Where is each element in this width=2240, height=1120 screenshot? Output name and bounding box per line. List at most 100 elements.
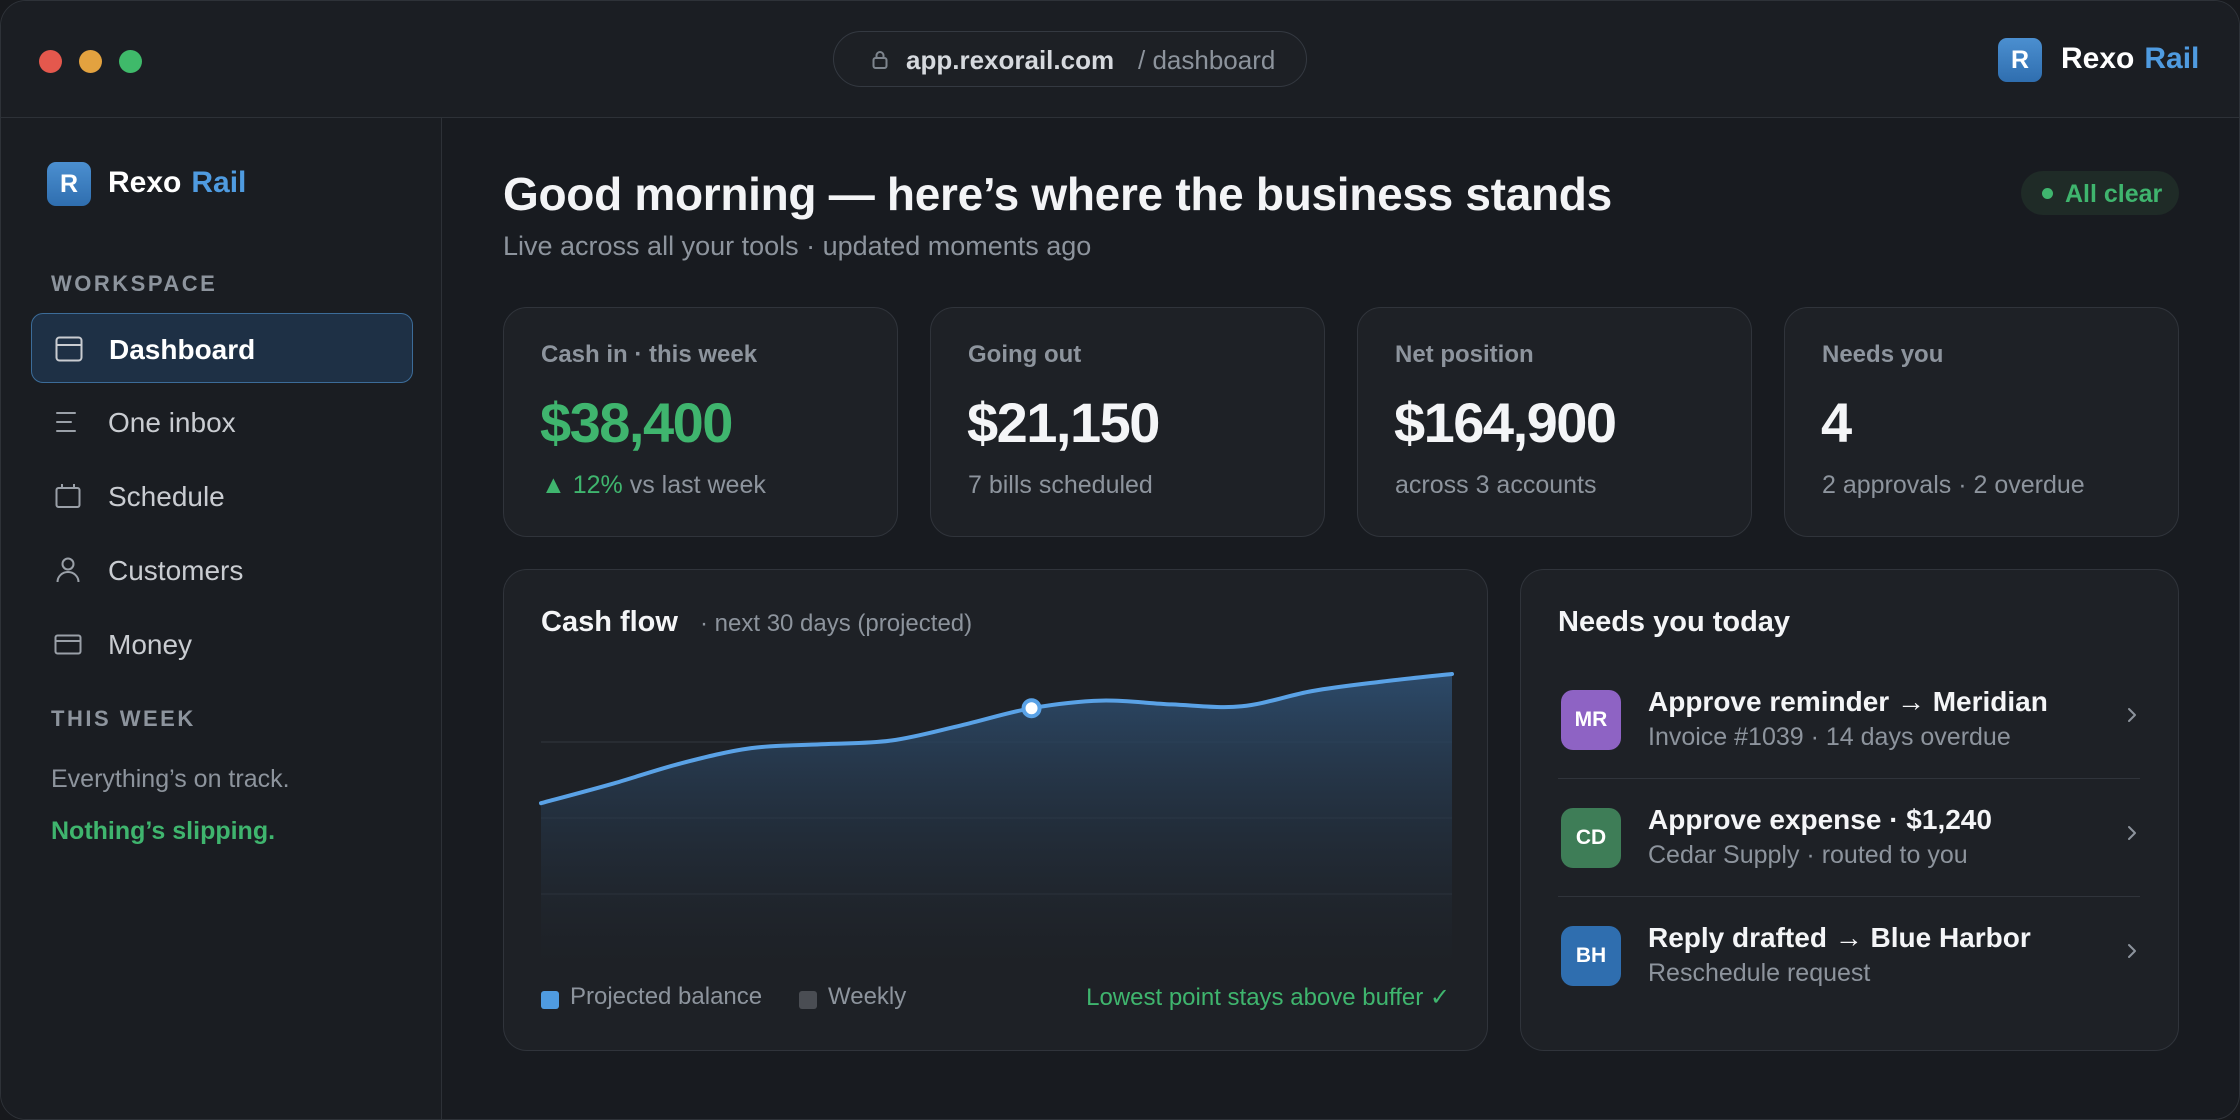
kpi-card-needs-you[interactable]: Needs you 4 2 approvals · 2 overdue <box>1784 307 2179 537</box>
chart-data-point <box>538 800 544 806</box>
section-label-this-week: THIS WEEK <box>51 706 196 731</box>
close-window-button[interactable] <box>39 50 62 73</box>
week-highlight-text: Nothing’s slipping. <box>51 817 276 845</box>
kpi-footnote: across 3 accounts <box>1395 471 1597 499</box>
maximize-window-button[interactable] <box>119 50 142 73</box>
kpi-card-going-out[interactable]: Going out $21,150 7 bills scheduled <box>930 307 1325 537</box>
chart-highlight-point <box>1021 698 1042 719</box>
task-title: Approve reminder → Meridian <box>1648 686 2048 717</box>
kpi-label: Needs you <box>1822 341 1944 368</box>
wallet-icon <box>54 634 82 655</box>
calendar-icon <box>55 484 81 508</box>
sidebar-item-inbox[interactable]: One inbox <box>31 387 413 457</box>
avatar: MR <box>1561 690 1621 750</box>
page-title: Good morning — here’s where the business… <box>503 168 1612 220</box>
task-title: Reply drafted → Blue Harbor <box>1648 922 2031 953</box>
sidebar-item-customers[interactable]: Customers <box>31 535 413 605</box>
kpi-label: Net position <box>1395 341 1534 368</box>
chart-data-point <box>1169 701 1175 707</box>
brand-logo: R <box>1998 38 2042 82</box>
address-bar[interactable]: app.rexorail.com / dashboard <box>833 31 1307 87</box>
brand-name-accent: Rail <box>191 166 247 199</box>
chart-data-point <box>1239 703 1245 709</box>
chart-data-point <box>748 745 754 751</box>
chevron-right-icon <box>2128 826 2136 840</box>
tasks-title: Needs you today <box>1558 606 1791 638</box>
chevron-right-icon <box>2128 944 2136 958</box>
kpi-value: 4 <box>1821 391 1852 454</box>
sidebar-item-label: One inbox <box>108 407 236 438</box>
brand-name-primary: Rexo <box>2061 42 2135 75</box>
sidebar-item-label: Customers <box>108 555 244 586</box>
brand-name: Rexo Rail <box>108 166 246 200</box>
user-icon <box>56 557 80 583</box>
chart-data-point <box>818 741 824 747</box>
brand-name-primary: Rexo <box>108 166 182 199</box>
task-subtitle: Invoice #1039 · 14 days overdue <box>1648 723 2011 751</box>
cashflow-card: Cash flow · next 30 days (projected) Pro… <box>503 569 1488 1051</box>
kpi-footnote: 2 approvals · 2 overdue <box>1822 471 2085 499</box>
chevron-right-icon <box>2128 708 2136 722</box>
avatar: CD <box>1561 808 1621 868</box>
task-subtitle: Reschedule request <box>1648 959 1871 987</box>
legend-swatch-weekly[interactable] <box>799 991 817 1009</box>
legend-label-weekly[interactable]: Weekly <box>828 983 907 1010</box>
trend-up-indicator: ▲ 12% <box>541 471 623 499</box>
chart-note: Lowest point stays above buffer ✓ <box>1086 984 1450 1011</box>
kpi-footnote: 7 bills scheduled <box>968 471 1153 499</box>
kpi-label: Going out <box>968 341 1082 368</box>
legend-label-projected: Projected balance <box>570 983 763 1010</box>
lock-icon <box>872 51 888 69</box>
needs-you-today-card: Needs you today MR Approve reminder → Me… <box>1520 569 2179 1051</box>
kpi-card-net-position[interactable]: Net position $164,900 across 3 accounts <box>1357 307 1752 537</box>
avatar: BH <box>1561 926 1621 986</box>
sidebar-item-label: Dashboard <box>109 334 256 365</box>
url-path: / dashboard <box>1138 45 1276 75</box>
task-title: Approve expense · $1,240 <box>1648 804 1992 835</box>
brand-name-accent: Rail <box>2144 42 2200 75</box>
kpi-label: Cash in · this week <box>541 341 758 368</box>
sidebar: R Rexo Rail WORKSPACE Dashboard One inbox <box>1 118 442 1119</box>
task-item-cedar-supply[interactable]: CD Approve expense · $1,240 Cedar Supply… <box>1558 778 2140 897</box>
task-subtitle: Cedar Supply · routed to you <box>1648 841 1968 869</box>
kpi-footnote-text: vs last week <box>629 471 766 499</box>
chart-data-point <box>1099 698 1105 704</box>
chart-data-point <box>1379 679 1385 685</box>
task-item-blue-harbor[interactable]: BH Reply drafted → Blue Harbor Reschedul… <box>1558 896 2140 1014</box>
brand-name: Rexo Rail <box>2061 42 2199 76</box>
kpi-value: $164,900 <box>1394 391 1617 454</box>
brand-logo: R <box>47 162 91 206</box>
chart-data-point <box>1309 688 1315 694</box>
section-label-workspace: WORKSPACE <box>51 271 218 296</box>
dashboard-icon <box>55 336 83 362</box>
chart-data-point <box>678 760 684 766</box>
status-text: All clear <box>2065 180 2163 208</box>
sidebar-item-schedule[interactable]: Schedule <box>31 461 413 531</box>
chart-series-line <box>539 672 1454 806</box>
cashflow-chart <box>538 671 1455 965</box>
legend-swatch-projected <box>541 991 559 1009</box>
chart-subtitle: · next 30 days (projected) <box>700 610 973 637</box>
minimize-window-button[interactable] <box>79 50 102 73</box>
kpi-value: $38,400 <box>540 391 733 454</box>
status-dot-icon <box>2042 188 2053 199</box>
week-status-text: Everything’s on track. <box>51 765 290 793</box>
status-badge: All clear <box>2021 171 2179 215</box>
chart-data-point <box>1449 671 1455 677</box>
sidebar-item-label: Money <box>108 629 193 660</box>
sidebar-item-label: Schedule <box>108 481 225 512</box>
page-subtitle: Live across all your tools · updated mom… <box>503 231 1092 261</box>
sidebar-item-dashboard[interactable]: Dashboard <box>31 313 413 383</box>
task-item-meridian[interactable]: MR Approve reminder → Meridian Invoice #… <box>1558 660 2140 779</box>
kpi-footnote: ▲ 12% vs last week <box>541 471 766 500</box>
title-bar: app.rexorail.com / dashboard R Rexo Rail <box>1 1 2239 118</box>
chart-data-point <box>958 722 964 728</box>
inbox-icon <box>56 412 76 432</box>
chart-title: Cash flow <box>541 606 678 638</box>
kpi-card-cash-in[interactable]: Cash in · this week $38,400 ▲ 12% vs las… <box>503 307 898 537</box>
url-host: app.rexorail.com <box>906 45 1115 75</box>
kpi-value: $21,150 <box>967 391 1160 454</box>
chart-data-point <box>608 781 614 787</box>
sidebar-item-money[interactable]: Money <box>31 609 413 679</box>
